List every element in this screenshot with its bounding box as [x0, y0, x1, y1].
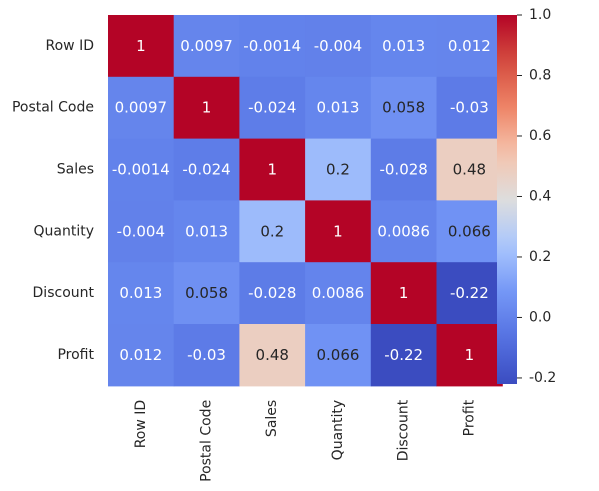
- heatmap-cell: [436, 200, 503, 263]
- heatmap-cell: [305, 262, 372, 325]
- heatmap-cell: [108, 76, 175, 140]
- colorbar: -0.2 0.0 0.2 0.4 0.6 0.8 1.0: [497, 7, 556, 386]
- cell-value-label: 0.0086: [312, 284, 365, 302]
- cell-value-label: 0.0097: [180, 37, 233, 55]
- cell-value-label: 0.013: [382, 37, 425, 55]
- x-tick-label: Quantity: [330, 400, 346, 461]
- heatmap-cell: [239, 200, 306, 263]
- heatmap-cell: [305, 200, 372, 263]
- heatmap-cell: [108, 262, 175, 325]
- cell-value-label: 0.013: [316, 99, 359, 117]
- colorbar-gradient: [497, 15, 517, 384]
- x-tick-label: Discount: [396, 399, 412, 461]
- x-axis-tick-labels: Row ID Postal Code Sales Quantity Discount Pr…: [133, 399, 478, 482]
- cell-value-label: 1: [465, 346, 475, 364]
- cell-value-label: 0.013: [185, 222, 228, 240]
- heatmap-cell: [173, 138, 240, 201]
- heatmap-cell: [305, 324, 372, 387]
- y-tick-label: Postal Code: [12, 100, 94, 116]
- colorbar-tick-label: 0.8: [529, 67, 551, 83]
- x-tick-label: Profit: [461, 399, 477, 436]
- heatmap-cell: [108, 138, 175, 201]
- cell-value-label: 0.013: [119, 284, 162, 302]
- heatmap-cell: [370, 200, 438, 263]
- cell-value-label: -0.03: [187, 346, 226, 364]
- cell-value-label: 0.2: [260, 222, 284, 240]
- heatmap-cell: [370, 76, 438, 140]
- y-tick-label: Quantity: [34, 223, 95, 239]
- heatmap-cell: [239, 138, 306, 201]
- heatmap-cell: [305, 76, 372, 140]
- heatmap-cell: [436, 324, 503, 387]
- y-tick-label: Sales: [57, 162, 94, 178]
- y-tick-label: Profit: [57, 347, 94, 363]
- x-tick-label: Row ID: [133, 400, 149, 448]
- heatmap-cell: [370, 138, 438, 201]
- heatmap-cell: [436, 138, 503, 201]
- x-tick-label: Sales: [264, 400, 280, 437]
- x-tick-label: Postal Code: [199, 400, 215, 482]
- heatmap-cell: [173, 76, 240, 140]
- cell-value-label: -0.024: [182, 161, 230, 179]
- colorbar-tick-label: -0.2: [529, 370, 556, 386]
- colorbar-ticks: -0.2 0.0 0.2 0.4 0.6 0.8 1.0: [517, 7, 556, 386]
- y-tick-label: Discount: [33, 285, 95, 301]
- cell-value-label: 0.066: [448, 222, 491, 240]
- heatmap-cell: [173, 15, 240, 78]
- y-axis-tick-labels: Row ID Postal Code Sales Quantity Discount Pr…: [12, 38, 95, 363]
- heatmap-annotations: 1 0.0097 -0.0014 -0.004 0.013 0.012 0.0097 1 -0.…: [112, 37, 491, 364]
- cell-value-label: 0.058: [382, 99, 425, 117]
- cell-value-label: -0.22: [384, 346, 423, 364]
- cell-value-label: 0.48: [453, 161, 486, 179]
- cell-value-label: 0.058: [185, 284, 228, 302]
- cell-value-label: 0.48: [256, 346, 289, 364]
- heatmap-cells: [108, 15, 503, 387]
- cell-value-label: -0.004: [117, 222, 165, 240]
- y-tick-label: Row ID: [46, 38, 94, 54]
- heatmap-cell: [305, 15, 372, 78]
- cell-value-label: 1: [136, 37, 146, 55]
- heatmap-cell: [370, 324, 438, 387]
- cell-value-label: 0.066: [316, 346, 359, 364]
- cell-value-label: -0.0014: [243, 37, 301, 55]
- heatmap-cell: [239, 15, 306, 78]
- colorbar-tick-label: 0.6: [529, 128, 551, 144]
- cell-value-label: -0.028: [379, 161, 427, 179]
- cell-value-label: -0.0014: [112, 161, 170, 179]
- heatmap-cell: [108, 15, 175, 78]
- heatmap-cell: [436, 15, 503, 78]
- heatmap-cell: [108, 200, 175, 263]
- cell-value-label: -0.03: [450, 99, 489, 117]
- colorbar-tick-label: 0.2: [529, 249, 551, 265]
- cell-value-label: -0.22: [450, 284, 489, 302]
- cell-value-label: 1: [202, 99, 212, 117]
- cell-value-label: 1: [399, 284, 409, 302]
- heatmap-cell: [370, 262, 438, 325]
- cell-value-label: 0.2: [326, 161, 350, 179]
- colorbar-tick-label: 0.4: [529, 188, 551, 204]
- cell-value-label: 0.012: [448, 37, 491, 55]
- cell-value-label: 0.0086: [377, 222, 430, 240]
- cell-value-label: 1: [333, 222, 343, 240]
- heatmap-cell: [305, 138, 372, 201]
- cell-value-label: -0.004: [314, 37, 362, 55]
- cell-value-label: -0.028: [248, 284, 296, 302]
- heatmap-cell: [370, 15, 438, 78]
- colorbar-tick-label: 1.0: [529, 7, 551, 23]
- cell-value-label: 1: [267, 161, 277, 179]
- heatmap-cell: [436, 262, 503, 325]
- heatmap-cell: [436, 76, 503, 140]
- heatmap-cell: [239, 262, 306, 325]
- heatmap-cell: [173, 200, 240, 263]
- cell-value-label: 0.012: [119, 346, 162, 364]
- cell-value-label: 0.0097: [115, 99, 168, 117]
- heatmap-cell: [239, 76, 306, 140]
- heatmap-cell: [173, 262, 240, 325]
- heatmap-cell: [108, 324, 175, 387]
- heatmap-cell: [173, 324, 240, 387]
- colorbar-tick-label: 0.0: [529, 309, 551, 325]
- heatmap-cell: [239, 324, 306, 387]
- cell-value-label: -0.024: [248, 99, 296, 117]
